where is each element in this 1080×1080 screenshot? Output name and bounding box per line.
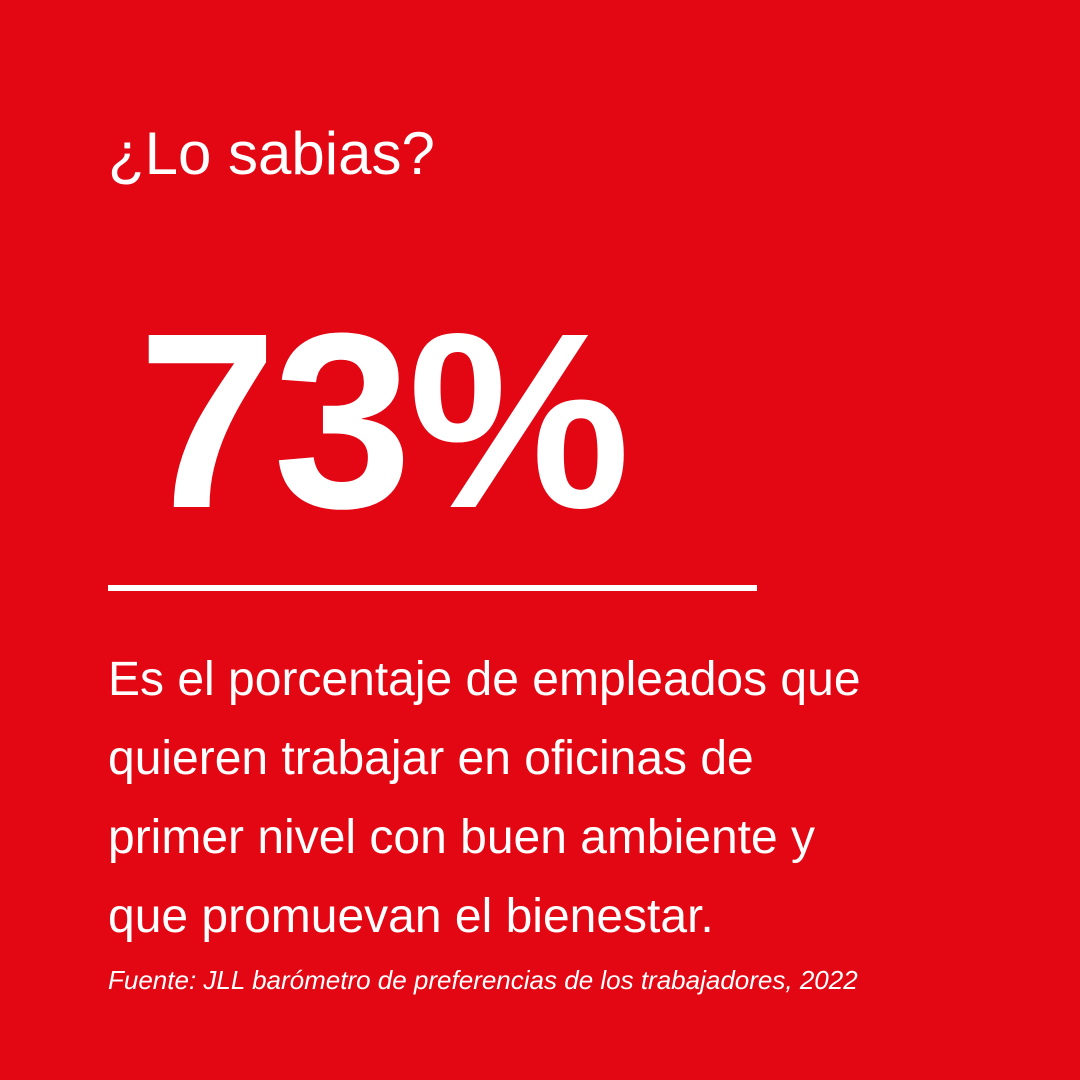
headline: ¿Lo sabias? xyxy=(108,120,435,187)
source-citation: Fuente: JLL barómetro de preferencias de… xyxy=(108,965,858,995)
description-line: primer nivel con buen ambiente y xyxy=(108,811,816,864)
description-line: quieren trabajar en oficinas de xyxy=(108,732,754,785)
description-line: que promuevan el bienestar. xyxy=(108,890,714,943)
stat-value: 73% xyxy=(138,281,630,560)
description-line: Es el porcentaje de empleados que xyxy=(108,653,861,706)
description: Es el porcentaje de empleados que quiere… xyxy=(108,640,988,956)
divider xyxy=(108,585,757,591)
